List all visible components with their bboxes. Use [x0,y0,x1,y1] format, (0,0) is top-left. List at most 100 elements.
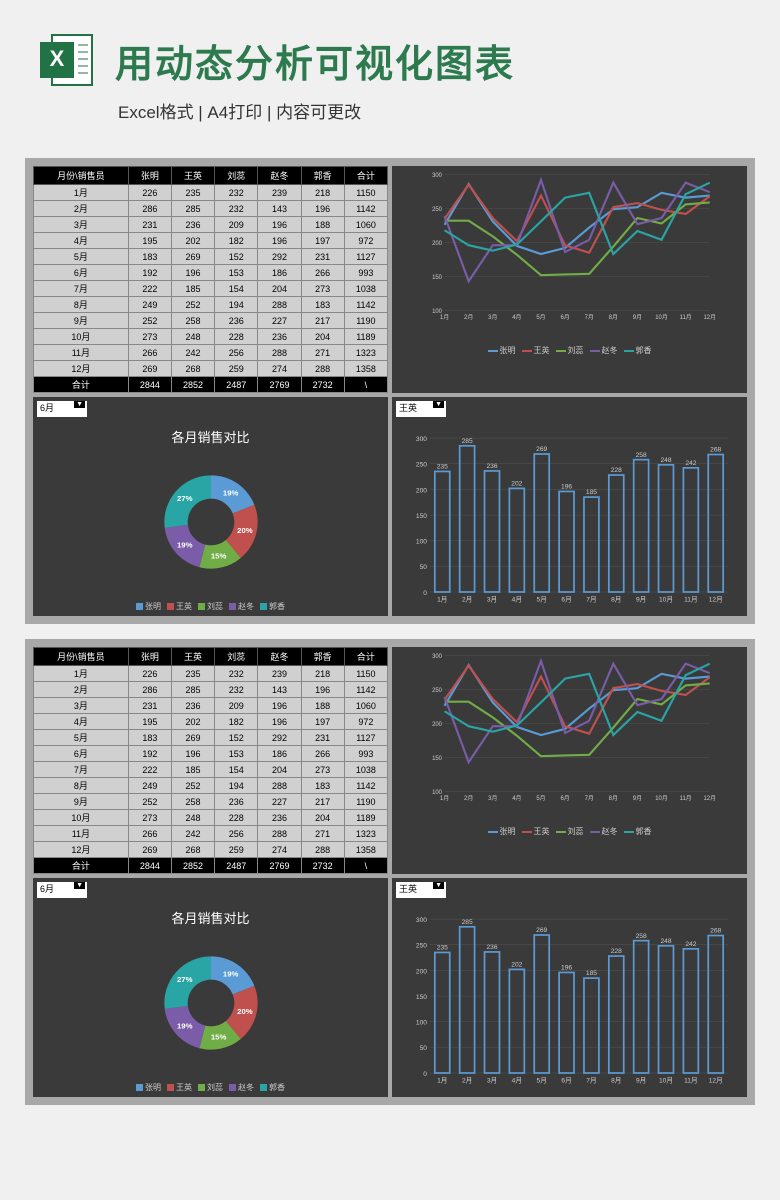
svg-text:248: 248 [660,938,671,945]
donut-chart-panel: 6月各月销售对比19%20%15%19%27%张明王英刘蕊赵冬郭香 [33,397,388,616]
svg-text:11月: 11月 [680,795,692,802]
table-header: 郭香 [301,648,344,666]
svg-text:300: 300 [416,436,427,443]
svg-text:268: 268 [710,928,721,935]
table-header: 张明 [128,648,171,666]
svg-text:9月: 9月 [636,596,646,604]
svg-text:150: 150 [432,275,443,281]
svg-text:185: 185 [586,489,597,496]
svg-text:7月: 7月 [585,795,594,802]
svg-text:285: 285 [462,919,473,926]
svg-text:250: 250 [432,688,443,694]
svg-text:8月: 8月 [609,314,618,321]
svg-text:258: 258 [636,452,647,459]
table-row: 12月2692682592742881358 [34,842,388,858]
svg-text:7月: 7月 [586,1077,596,1085]
svg-text:11月: 11月 [684,1077,698,1085]
svg-text:3月: 3月 [487,596,497,604]
svg-text:10月: 10月 [655,795,668,802]
svg-text:100: 100 [416,1020,427,1027]
svg-text:15%: 15% [210,1032,226,1041]
svg-text:10月: 10月 [655,314,668,321]
svg-text:9月: 9月 [636,1077,646,1085]
table-row: 3月2312362091961881060 [34,217,388,233]
svg-text:1月: 1月 [440,314,449,321]
svg-text:100: 100 [416,539,427,546]
line-chart-panel: 1001502002503001月2月3月4月5月6月7月8月9月10月11月1… [392,166,747,393]
svg-text:269: 269 [536,927,547,934]
table-header: 刘蕊 [215,648,258,666]
svg-text:12月: 12月 [709,1077,723,1085]
svg-text:2月: 2月 [464,314,473,321]
table-row: 12月2692682592742881358 [34,361,388,377]
page-subtitle: Excel格式 | A4打印 | 内容可更改 [118,98,740,123]
table-row: 4月195202182196197972 [34,714,388,730]
svg-text:6月: 6月 [561,596,571,604]
svg-text:150: 150 [416,513,427,520]
svg-text:0: 0 [423,1071,427,1078]
table-row: 2月2862852321431961142 [34,682,388,698]
svg-text:235: 235 [437,945,448,952]
svg-text:228: 228 [611,948,622,955]
svg-text:235: 235 [437,464,448,471]
svg-text:20%: 20% [237,526,253,535]
svg-text:150: 150 [432,756,443,762]
svg-text:2月: 2月 [462,596,472,604]
svg-text:9月: 9月 [633,314,642,321]
svg-text:1月: 1月 [437,596,447,604]
table-header: 刘蕊 [215,167,258,185]
svg-text:19%: 19% [176,1021,192,1030]
svg-text:4月: 4月 [512,314,521,321]
svg-text:1月: 1月 [437,1077,447,1085]
donut-legend: 张明王英刘蕊赵冬郭香 [33,1078,388,1097]
svg-text:250: 250 [416,943,427,950]
data-table-panel: 月份\销售员张明王英刘蕊赵冬郭香合计1月22623523223921811502… [33,647,388,874]
table-row: 6月192196153186266993 [34,746,388,762]
svg-text:250: 250 [416,462,427,469]
table-row: 11月2662422562882711323 [34,345,388,361]
svg-text:27%: 27% [176,494,192,503]
svg-text:250: 250 [432,207,443,213]
svg-text:300: 300 [432,654,443,660]
svg-text:4月: 4月 [512,795,521,802]
svg-text:X: X [50,46,65,71]
person-selector[interactable]: 王英 [396,882,446,898]
table-header: 王英 [171,167,214,185]
data-table-panel: 月份\销售员张明王英刘蕊赵冬郭香合计1月22623523223921811502… [33,166,388,393]
svg-text:12月: 12月 [709,596,723,604]
svg-text:12月: 12月 [703,314,716,321]
svg-text:5月: 5月 [536,795,545,802]
svg-text:202: 202 [511,481,522,488]
donut-title: 各月销售对比 [33,421,388,452]
svg-text:2月: 2月 [464,795,473,802]
table-row: 5月1832691522922311127 [34,249,388,265]
svg-text:100: 100 [432,309,443,315]
svg-text:268: 268 [710,447,721,454]
svg-text:269: 269 [536,446,547,453]
svg-text:10月: 10月 [659,596,673,604]
svg-text:0: 0 [423,590,427,597]
svg-text:6月: 6月 [560,314,569,321]
month-selector[interactable]: 6月 [37,401,87,417]
svg-text:236: 236 [486,463,497,470]
svg-text:27%: 27% [176,975,192,984]
svg-text:100: 100 [432,790,443,796]
svg-text:150: 150 [416,994,427,1001]
table-row: 7月2221851542042731038 [34,281,388,297]
month-selector[interactable]: 6月 [37,882,87,898]
svg-text:6月: 6月 [560,795,569,802]
svg-text:300: 300 [416,917,427,924]
svg-text:4月: 4月 [512,1077,522,1085]
table-total-row: 合计28442852248727692732\ [34,377,388,393]
person-selector[interactable]: 王英 [396,401,446,417]
table-row: 8月2492521942881831142 [34,778,388,794]
table-header: 月份\销售员 [34,648,129,666]
table-row: 5月1832691522922311127 [34,730,388,746]
line-legend: 张明王英刘蕊赵冬郭香 [392,341,747,360]
table-row: 2月2862852321431961142 [34,201,388,217]
sales-table: 月份\销售员张明王英刘蕊赵冬郭香合计1月22623523223921811502… [33,166,388,393]
svg-text:7月: 7月 [585,314,594,321]
table-total-row: 合计28442852248727692732\ [34,858,388,874]
svg-text:285: 285 [462,438,473,445]
svg-text:19%: 19% [222,969,238,978]
